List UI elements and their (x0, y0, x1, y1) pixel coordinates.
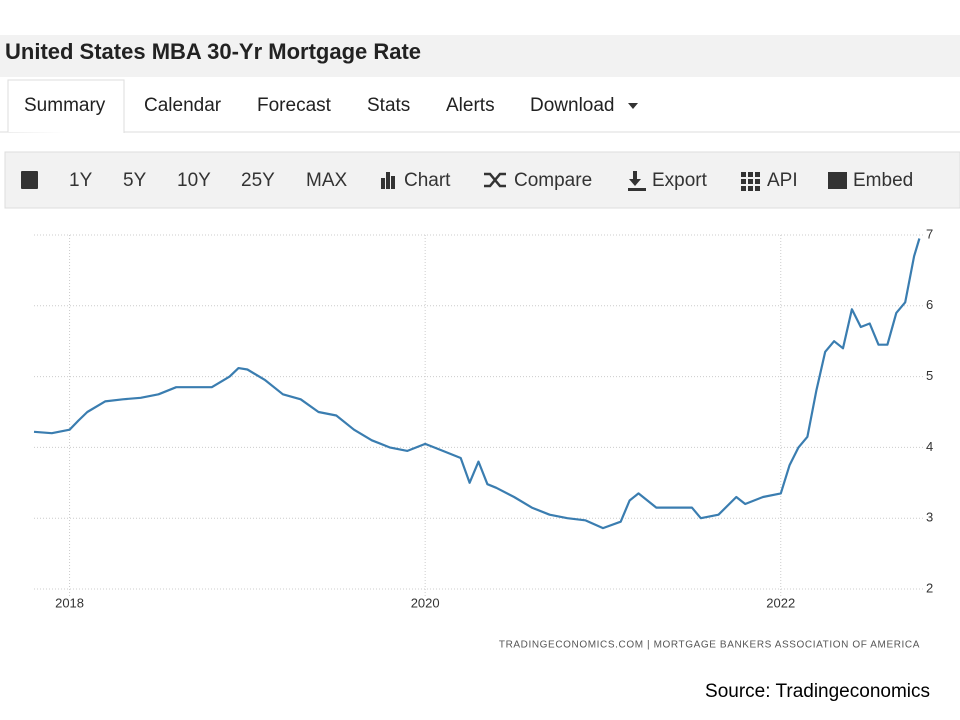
toolbar-button[interactable]: Embed (853, 170, 913, 191)
dropdown-caret (628, 103, 638, 109)
embed-icon (828, 172, 847, 189)
title-bar (0, 35, 960, 77)
calendar-icon (21, 171, 38, 189)
toolbar-icons (21, 171, 847, 191)
toolbar (4, 151, 960, 209)
toolbar-button[interactable]: 10Y (177, 170, 211, 191)
x-tick-label: 2022 (766, 595, 795, 610)
active-tab-border (7, 79, 125, 133)
tab[interactable]: Stats (367, 95, 410, 116)
x-tick-label: 2020 (411, 595, 440, 610)
toolbar-button[interactable]: 25Y (241, 170, 275, 191)
toolbar-button[interactable]: Chart (404, 170, 451, 191)
y-tick-label: 6 (926, 297, 933, 312)
tab[interactable]: Calendar (144, 95, 222, 116)
compare-icon (484, 172, 506, 188)
tab[interactable]: Summary (24, 95, 106, 116)
chart-icon (381, 178, 385, 189)
y-tick-label: 2 (926, 580, 933, 595)
page-title: United States MBA 30-Yr Mortgage Rate (5, 39, 421, 64)
tab[interactable]: Forecast (257, 95, 332, 116)
chart-icon (391, 176, 395, 189)
toolbar-button[interactable]: MAX (306, 170, 348, 191)
export-icon (628, 171, 646, 191)
api-icon (741, 172, 760, 191)
x-tick-label: 2018 (55, 595, 84, 610)
y-tick-label: 4 (926, 439, 933, 454)
toolbar-button[interactable]: 5Y (123, 170, 147, 191)
source-note: Source: Tradingeconomics (705, 681, 930, 702)
tab[interactable]: Alerts (446, 95, 495, 116)
y-tick-label: 5 (926, 368, 933, 383)
toolbar-button[interactable]: 1Y (69, 170, 93, 191)
y-tick-label: 7 (926, 226, 933, 241)
toolbar-button[interactable]: Compare (514, 170, 592, 191)
y-tick-label: 3 (926, 510, 933, 525)
toolbar-button[interactable]: Export (652, 170, 708, 191)
toolbar-button[interactable]: API (767, 170, 798, 191)
tab[interactable]: Download (530, 95, 615, 116)
chart-icon (386, 172, 390, 189)
attribution: TRADINGECONOMICS.COM | MORTGAGE BANKERS … (499, 640, 920, 651)
data-line (33, 238, 921, 530)
